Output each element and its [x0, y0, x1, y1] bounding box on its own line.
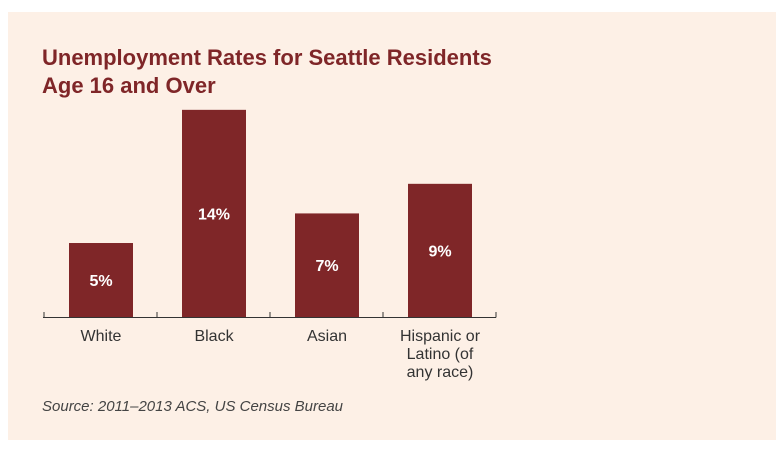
x-axis	[43, 312, 497, 318]
x-tick-label: Latino (of	[407, 346, 474, 363]
chart-title: Unemployment Rates for Seattle Residents…	[42, 45, 492, 98]
data-label: 9%	[428, 243, 451, 260]
source-note: Source: 2011–2013 ACS, US Census Bureau	[42, 398, 344, 415]
x-tick-label: White	[81, 328, 122, 345]
bar-black	[182, 109, 246, 318]
data-label: 14%	[198, 206, 230, 223]
x-tick-label: Hispanic or	[400, 328, 481, 345]
x-tick-label: any race)	[407, 364, 474, 381]
bar-white	[69, 243, 133, 317]
chart-panel	[8, 12, 776, 440]
bar-asian	[295, 213, 359, 317]
bar-hispanic	[408, 183, 472, 317]
x-tick-label: Black	[194, 328, 234, 345]
data-label: 7%	[315, 258, 338, 275]
x-tick-label: Asian	[307, 328, 347, 345]
bars-group: 5% 14% 7% 9%	[69, 109, 472, 318]
data-label: 5%	[89, 273, 112, 290]
